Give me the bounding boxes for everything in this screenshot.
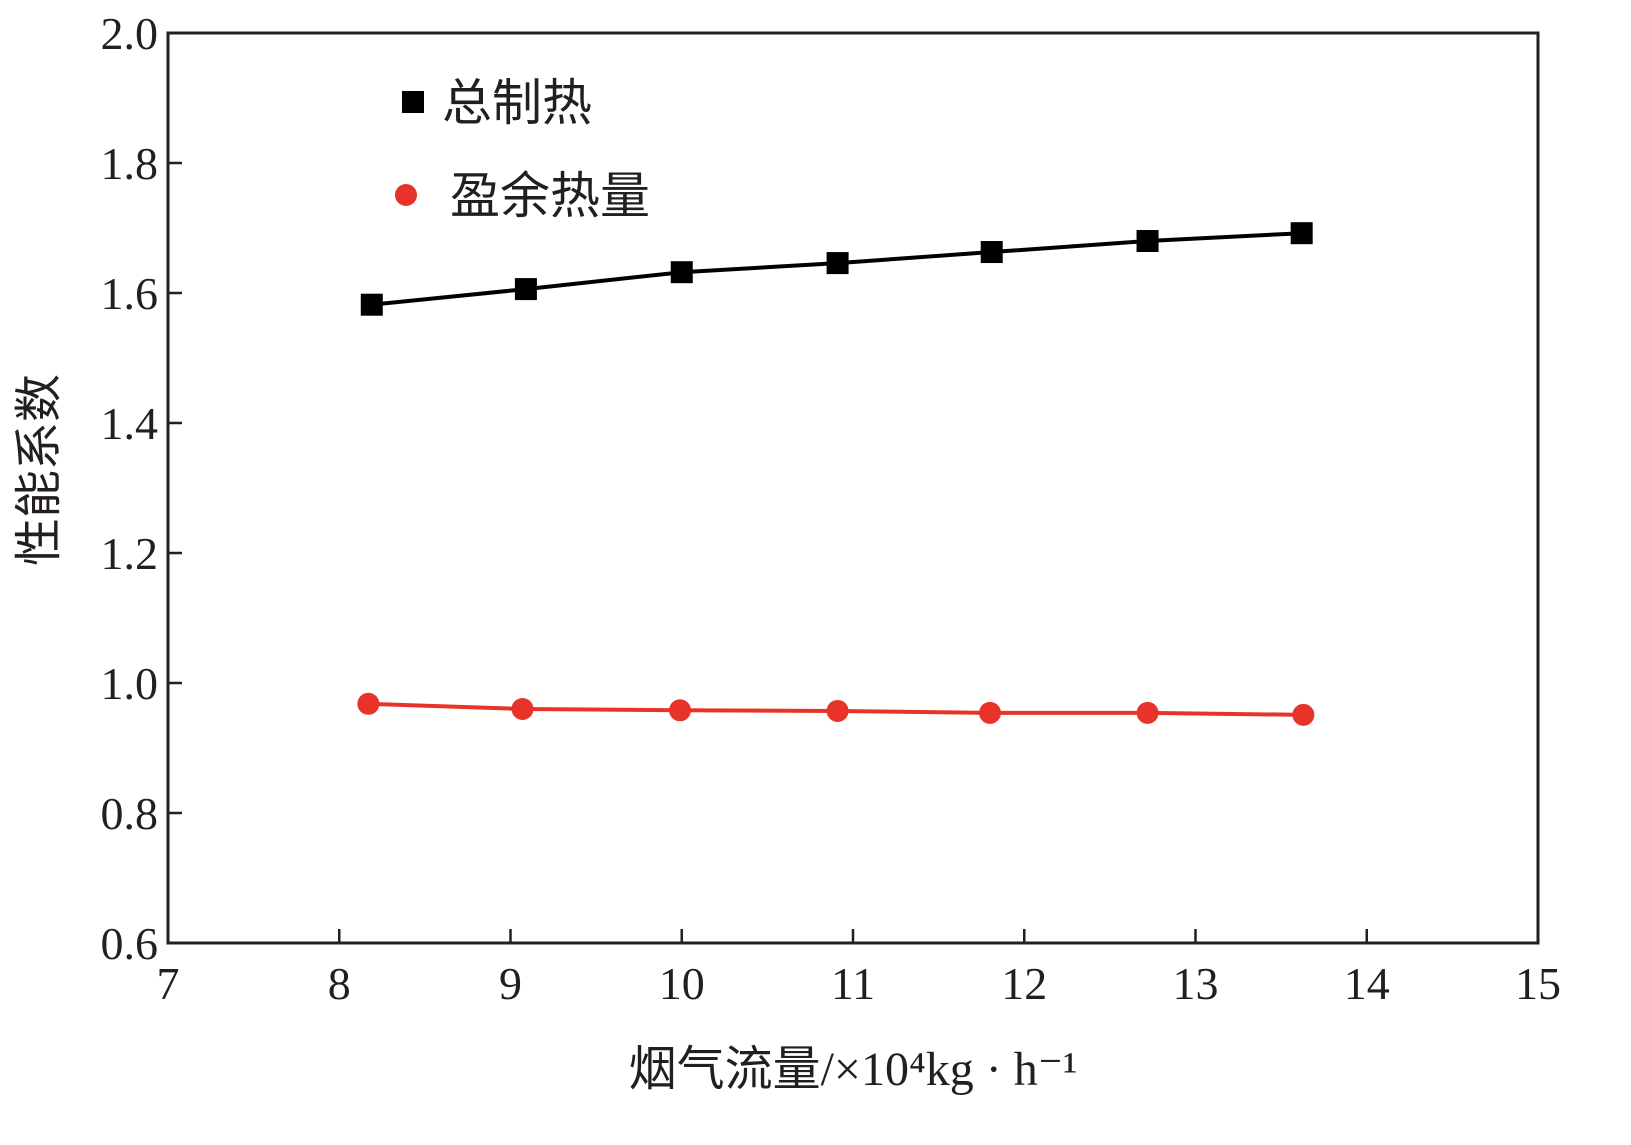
data-point-square bbox=[670, 261, 693, 284]
x-tick-label: 9 bbox=[499, 958, 522, 1009]
y-tick-label: 1.8 bbox=[101, 138, 159, 189]
y-tick-label: 1.4 bbox=[101, 398, 159, 449]
data-point-circle bbox=[826, 699, 849, 722]
data-point-square bbox=[980, 241, 1003, 264]
data-point-circle bbox=[1292, 703, 1315, 726]
y-axis-label: 性能系数 bbox=[13, 374, 66, 566]
data-point-circle bbox=[357, 692, 380, 715]
plot-frame bbox=[166, 31, 1540, 945]
x-tick-label: 14 bbox=[1344, 958, 1390, 1009]
x-tick-label: 7 bbox=[157, 958, 180, 1009]
x-tick-label: 10 bbox=[659, 958, 705, 1009]
x-tick-label: 13 bbox=[1173, 958, 1219, 1009]
data-point-circle bbox=[669, 699, 692, 722]
y-tick-label: 1.0 bbox=[101, 658, 159, 709]
y-tick-label: 0.8 bbox=[101, 788, 159, 839]
y-tick-label: 1.2 bbox=[101, 528, 159, 579]
x-tick-label: 8 bbox=[328, 958, 351, 1009]
data-point-square bbox=[1136, 230, 1159, 252]
x-tick-label: 12 bbox=[1001, 958, 1047, 1009]
data-point-circle bbox=[1136, 701, 1159, 724]
data-point-square bbox=[1290, 222, 1313, 245]
legend-marker-square bbox=[402, 91, 424, 113]
y-tick-label: 1.6 bbox=[101, 268, 159, 319]
y-tick-label: 2.0 bbox=[101, 8, 159, 59]
legend-label: 总制热 bbox=[442, 75, 592, 131]
legend-marker-circle bbox=[395, 184, 417, 206]
data-point-circle bbox=[511, 698, 534, 720]
data-point-square bbox=[514, 278, 537, 301]
data-point-circle bbox=[979, 701, 1001, 724]
x-tick-label: 15 bbox=[1515, 958, 1561, 1009]
x-axis-label: 烟气流量/×10⁴kg · h⁻¹ bbox=[629, 1043, 1078, 1096]
x-tick-label: 11 bbox=[831, 958, 875, 1009]
y-tick-label: 0.6 bbox=[101, 918, 159, 969]
data-point-square bbox=[826, 252, 849, 275]
legend-label: 盈余热量 bbox=[450, 168, 650, 224]
data-point-square bbox=[360, 293, 383, 316]
